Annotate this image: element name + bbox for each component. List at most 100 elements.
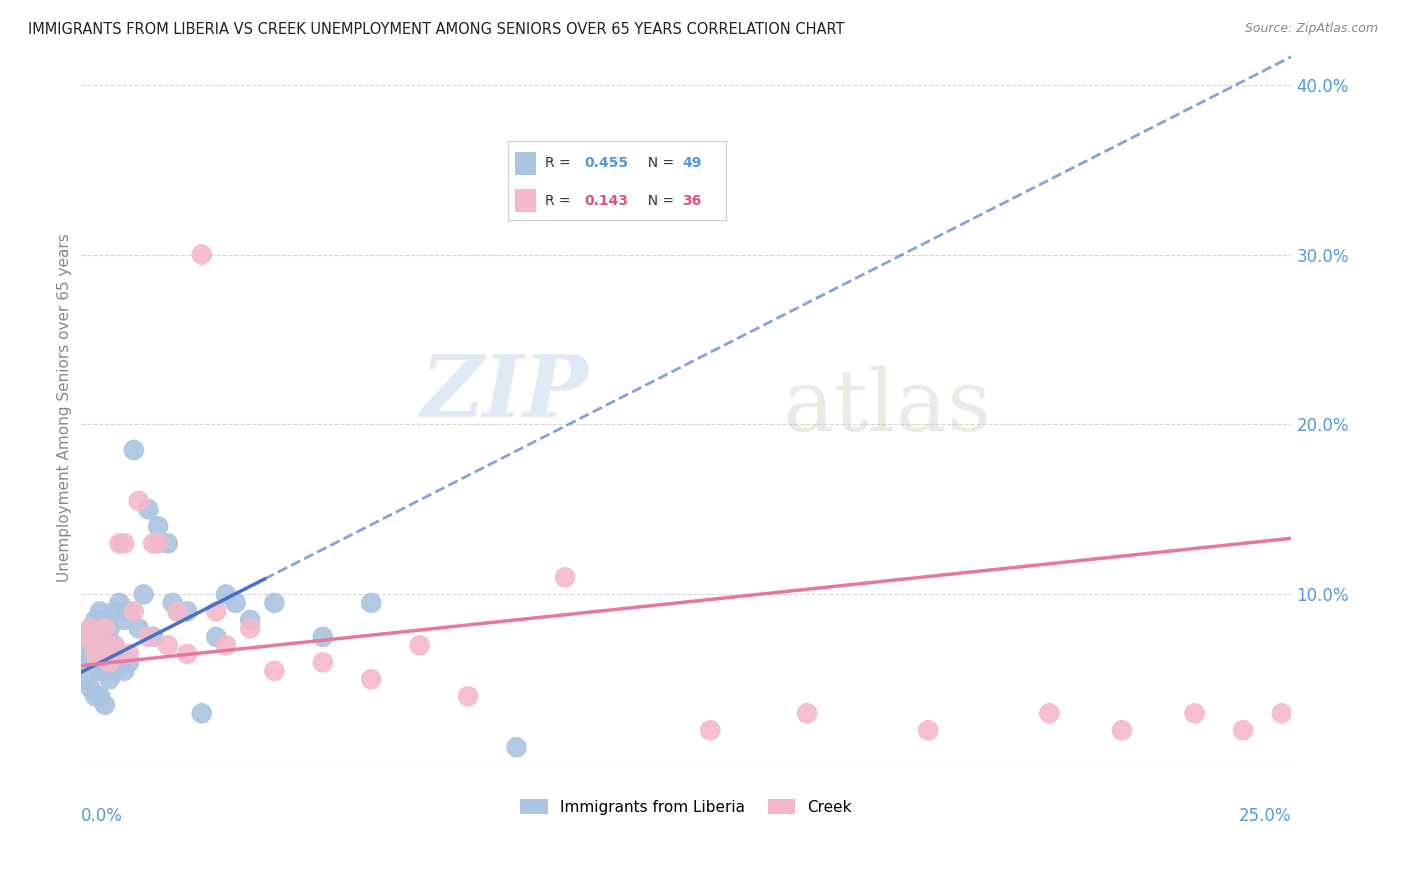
Point bbox=[75, 647, 97, 661]
Point bbox=[122, 604, 145, 618]
Point bbox=[128, 621, 150, 635]
Point bbox=[112, 536, 135, 550]
Point bbox=[118, 604, 141, 618]
Point bbox=[69, 656, 91, 670]
Point bbox=[1111, 723, 1133, 738]
Point bbox=[1038, 706, 1060, 721]
Point bbox=[205, 604, 228, 618]
Text: atlas: atlas bbox=[783, 366, 993, 449]
Point bbox=[128, 494, 150, 508]
Point bbox=[176, 647, 198, 661]
Point bbox=[108, 596, 131, 610]
Point bbox=[162, 596, 184, 610]
Point bbox=[103, 638, 125, 652]
Point bbox=[205, 630, 228, 644]
Point bbox=[108, 536, 131, 550]
Text: Source: ZipAtlas.com: Source: ZipAtlas.com bbox=[1244, 22, 1378, 36]
Point bbox=[176, 604, 198, 618]
Point bbox=[699, 723, 721, 738]
Point bbox=[103, 604, 125, 618]
Point bbox=[312, 630, 335, 644]
Bar bbox=[515, 189, 537, 212]
Point bbox=[263, 664, 285, 678]
Text: 0.455: 0.455 bbox=[585, 156, 628, 170]
Point bbox=[79, 638, 101, 652]
Legend: Immigrants from Liberia, Creek: Immigrants from Liberia, Creek bbox=[515, 793, 858, 821]
Point bbox=[89, 604, 111, 618]
Point bbox=[89, 664, 111, 678]
Point bbox=[132, 587, 155, 601]
Point bbox=[79, 621, 101, 635]
Point bbox=[94, 638, 117, 652]
Point bbox=[112, 613, 135, 627]
Text: 49: 49 bbox=[682, 156, 702, 170]
Point bbox=[239, 613, 262, 627]
Point bbox=[84, 613, 107, 627]
Point bbox=[79, 621, 101, 635]
Point bbox=[215, 638, 238, 652]
Point bbox=[796, 706, 818, 721]
Bar bbox=[515, 152, 537, 176]
Point bbox=[89, 647, 111, 661]
Point bbox=[1184, 706, 1206, 721]
Point bbox=[94, 613, 117, 627]
Point bbox=[146, 536, 169, 550]
Point bbox=[118, 656, 141, 670]
Point bbox=[89, 690, 111, 704]
Text: 36: 36 bbox=[682, 194, 702, 208]
Point bbox=[122, 442, 145, 457]
Point bbox=[79, 681, 101, 695]
Point bbox=[84, 690, 107, 704]
Point bbox=[142, 630, 165, 644]
Point bbox=[98, 673, 121, 687]
Point bbox=[89, 638, 111, 652]
Point bbox=[142, 536, 165, 550]
Point bbox=[138, 630, 160, 644]
Text: N =: N = bbox=[638, 156, 678, 170]
Text: R =: R = bbox=[546, 194, 575, 208]
Point bbox=[84, 656, 107, 670]
Text: 0.143: 0.143 bbox=[585, 194, 628, 208]
Point bbox=[75, 630, 97, 644]
Point bbox=[156, 536, 179, 550]
Point bbox=[103, 664, 125, 678]
Point bbox=[554, 570, 576, 584]
Point bbox=[108, 656, 131, 670]
Point bbox=[1271, 706, 1294, 721]
Point bbox=[263, 596, 285, 610]
Point bbox=[190, 706, 212, 721]
Text: 0.0%: 0.0% bbox=[80, 807, 122, 825]
Point bbox=[94, 698, 117, 712]
Point bbox=[166, 604, 188, 618]
Point bbox=[917, 723, 939, 738]
Text: R =: R = bbox=[546, 156, 575, 170]
Point bbox=[146, 519, 169, 533]
Point bbox=[138, 502, 160, 516]
Point bbox=[225, 596, 247, 610]
Point bbox=[239, 621, 262, 635]
Point bbox=[505, 740, 527, 755]
Point bbox=[75, 630, 97, 644]
Point bbox=[94, 664, 117, 678]
Y-axis label: Unemployment Among Seniors over 65 years: Unemployment Among Seniors over 65 years bbox=[58, 233, 72, 582]
Text: IMMIGRANTS FROM LIBERIA VS CREEK UNEMPLOYMENT AMONG SENIORS OVER 65 YEARS CORREL: IMMIGRANTS FROM LIBERIA VS CREEK UNEMPLO… bbox=[28, 22, 845, 37]
Point bbox=[75, 673, 97, 687]
Point bbox=[166, 604, 188, 618]
Point bbox=[312, 656, 335, 670]
Point bbox=[457, 690, 479, 704]
Text: ZIP: ZIP bbox=[422, 351, 589, 435]
Point bbox=[118, 647, 141, 661]
Point bbox=[1232, 723, 1254, 738]
Point bbox=[98, 656, 121, 670]
Point bbox=[360, 596, 382, 610]
Point bbox=[112, 664, 135, 678]
Text: 25.0%: 25.0% bbox=[1239, 807, 1292, 825]
Point bbox=[98, 647, 121, 661]
Point bbox=[84, 647, 107, 661]
Point bbox=[94, 621, 117, 635]
Point bbox=[360, 673, 382, 687]
Text: N =: N = bbox=[638, 194, 678, 208]
Point bbox=[103, 638, 125, 652]
Point bbox=[156, 638, 179, 652]
Point bbox=[190, 247, 212, 261]
